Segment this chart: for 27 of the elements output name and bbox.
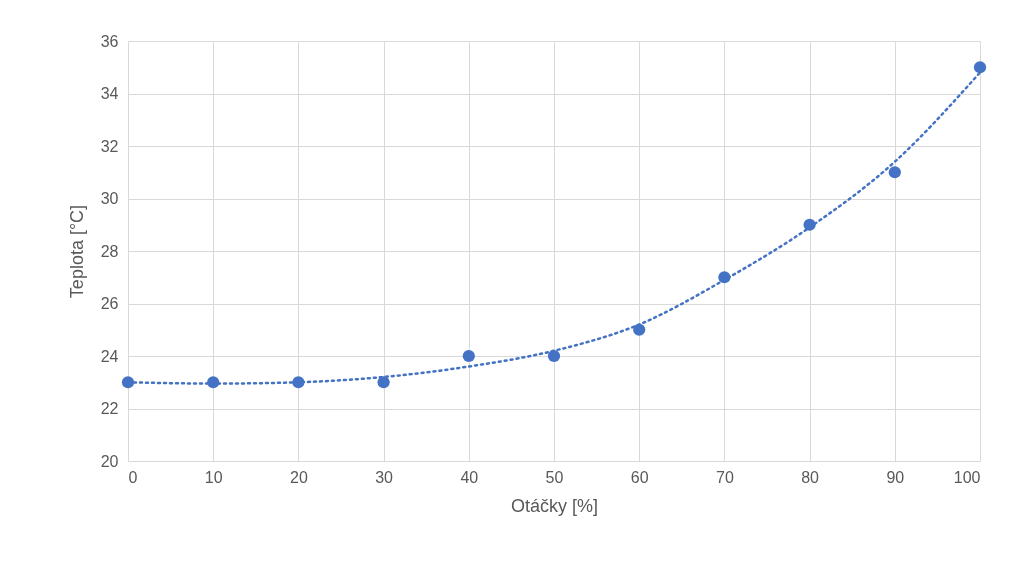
x-tick-label: 50 [545,468,564,486]
y-tick-label: 24 [100,347,119,365]
point [547,349,561,363]
x-tick-label: 90 [886,468,905,486]
point [633,323,646,336]
x-axis-title: Otáčky [%] [510,495,599,516]
point [462,349,475,363]
y-tick-label: 36 [100,32,119,50]
x-tick-label: 30 [375,468,394,486]
x-tick-label: 60 [630,468,649,486]
x-tick-label: 100 [953,468,981,486]
y-tick-label: 32 [100,137,119,155]
y-tick-label: 22 [100,400,119,417]
x-tick-label: 40 [460,468,479,486]
x-tick-label: 20 [290,468,308,486]
x-tick-label: 80 [801,468,820,486]
point [973,61,987,74]
x-tick-label: 10 [204,468,223,486]
y-tick-label: 30 [100,190,119,207]
y-tick-label: 28 [100,242,119,260]
y-tick-label: 26 [100,295,119,312]
x-tick-label: 0 [128,468,138,486]
y-tick-label: 20 [100,452,119,470]
y-tick-label: 34 [100,85,119,102]
y-axis-title: Teplota [°C] [66,204,87,299]
point [888,166,901,179]
x-tick-label: 70 [716,468,734,486]
